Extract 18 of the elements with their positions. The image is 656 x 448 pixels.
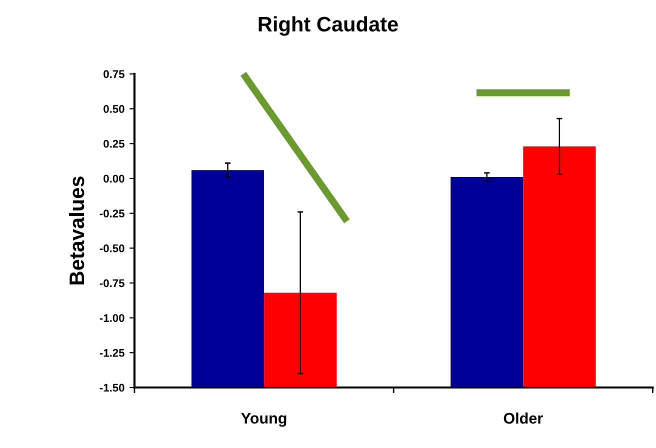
x-tick-label: Young bbox=[241, 413, 286, 427]
y-axis-title: Betavalues bbox=[68, 176, 84, 284]
y-tick-label: -0.25 bbox=[100, 210, 124, 218]
y-tick-label: 0.50 bbox=[104, 105, 124, 113]
bar bbox=[523, 146, 596, 388]
y-tick-label: -1.00 bbox=[100, 314, 124, 322]
y-tick-label: -0.75 bbox=[100, 279, 124, 288]
x-tick-label: Older bbox=[504, 412, 543, 424]
y-tick-label: -0.50 bbox=[100, 244, 124, 252]
bar bbox=[191, 170, 264, 388]
chart-title: Right Caudate bbox=[258, 16, 398, 36]
y-tick-label: 0.75 bbox=[104, 70, 124, 78]
y-tick-label: 0.00 bbox=[104, 174, 124, 183]
bar bbox=[450, 177, 524, 388]
bar bbox=[264, 292, 337, 388]
y-tick-label: -1.50 bbox=[100, 384, 124, 392]
y-tick-label: -1.25 bbox=[100, 348, 124, 357]
y-tick-label: 0.25 bbox=[104, 140, 124, 148]
